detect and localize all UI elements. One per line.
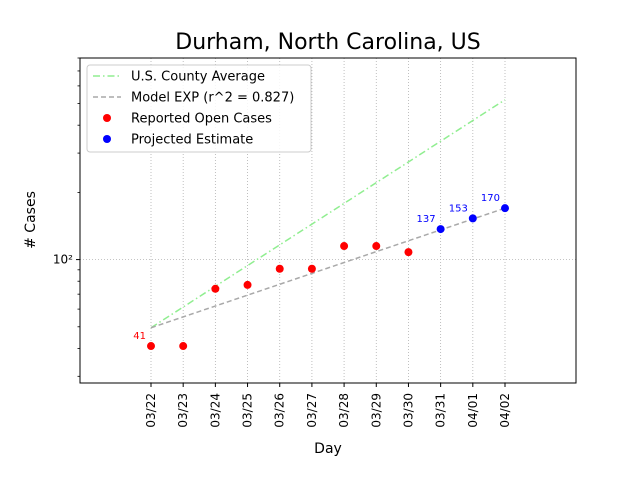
data-label: 153 <box>449 203 468 214</box>
x-tick-label: 03/28 <box>337 393 351 428</box>
x-tick-label: 03/30 <box>401 393 415 428</box>
x-tick-label: 04/01 <box>466 393 480 428</box>
x-tick-label: 03/29 <box>369 393 383 428</box>
data-point-2 <box>340 242 349 251</box>
data-labels: 41 137 153 170 <box>133 193 500 342</box>
x-tick-label: 03/23 <box>176 393 190 428</box>
chart-title: Durham, North Carolina, US <box>175 30 480 55</box>
data-point-3 <box>468 214 477 223</box>
series-lines <box>150 99 506 329</box>
series-line-1 <box>150 207 506 329</box>
data-point-2 <box>147 342 155 351</box>
legend-entry: Reported Open Cases <box>131 112 272 127</box>
y-axis-ticks: 10² <box>53 57 80 377</box>
legend-entry: Projected Estimate <box>131 133 253 148</box>
x-tick-label: 04/02 <box>498 393 512 428</box>
data-point-2 <box>307 264 316 273</box>
legend-box <box>86 64 312 153</box>
data-point-2 <box>372 242 381 251</box>
series-line-0 <box>150 99 506 329</box>
x-tick-label: 03/27 <box>305 393 319 428</box>
y-tick-label: 10² <box>53 253 73 267</box>
x-tick-label: 03/31 <box>434 393 448 428</box>
x-tick-label: 03/24 <box>208 393 222 428</box>
legend-entry: Model EXP (r^2 = 0.827) <box>131 91 294 106</box>
y-axis-label: # Cases <box>23 191 39 249</box>
data-label: 41 <box>133 331 146 342</box>
data-point-2 <box>211 284 220 293</box>
data-points <box>147 204 509 351</box>
data-label: 170 <box>481 193 500 204</box>
legend: U.S. County Average Model EXP (r^2 = 0.82… <box>86 64 312 153</box>
data-label: 137 <box>417 214 436 225</box>
x-tick-label: 03/22 <box>144 393 158 428</box>
data-point-2 <box>179 342 188 351</box>
x-axis-ticks: 03/22 03/23 03/24 03/25 03/26 03/27 03/28 03/29… <box>144 383 512 428</box>
data-point-3 <box>501 204 509 213</box>
x-tick-label: 03/26 <box>273 393 287 428</box>
legend-entry: U.S. County Average <box>131 70 265 85</box>
data-point-2 <box>275 264 284 273</box>
data-point-3 <box>436 225 445 234</box>
plot-frame <box>79 57 577 384</box>
data-point-2 <box>243 280 252 289</box>
data-point-2 <box>404 248 413 257</box>
x-tick-label: 03/25 <box>241 393 255 428</box>
x-axis-label: Day <box>314 441 342 457</box>
legend-marker-swatch <box>103 135 111 143</box>
legend-marker-swatch <box>103 114 111 122</box>
